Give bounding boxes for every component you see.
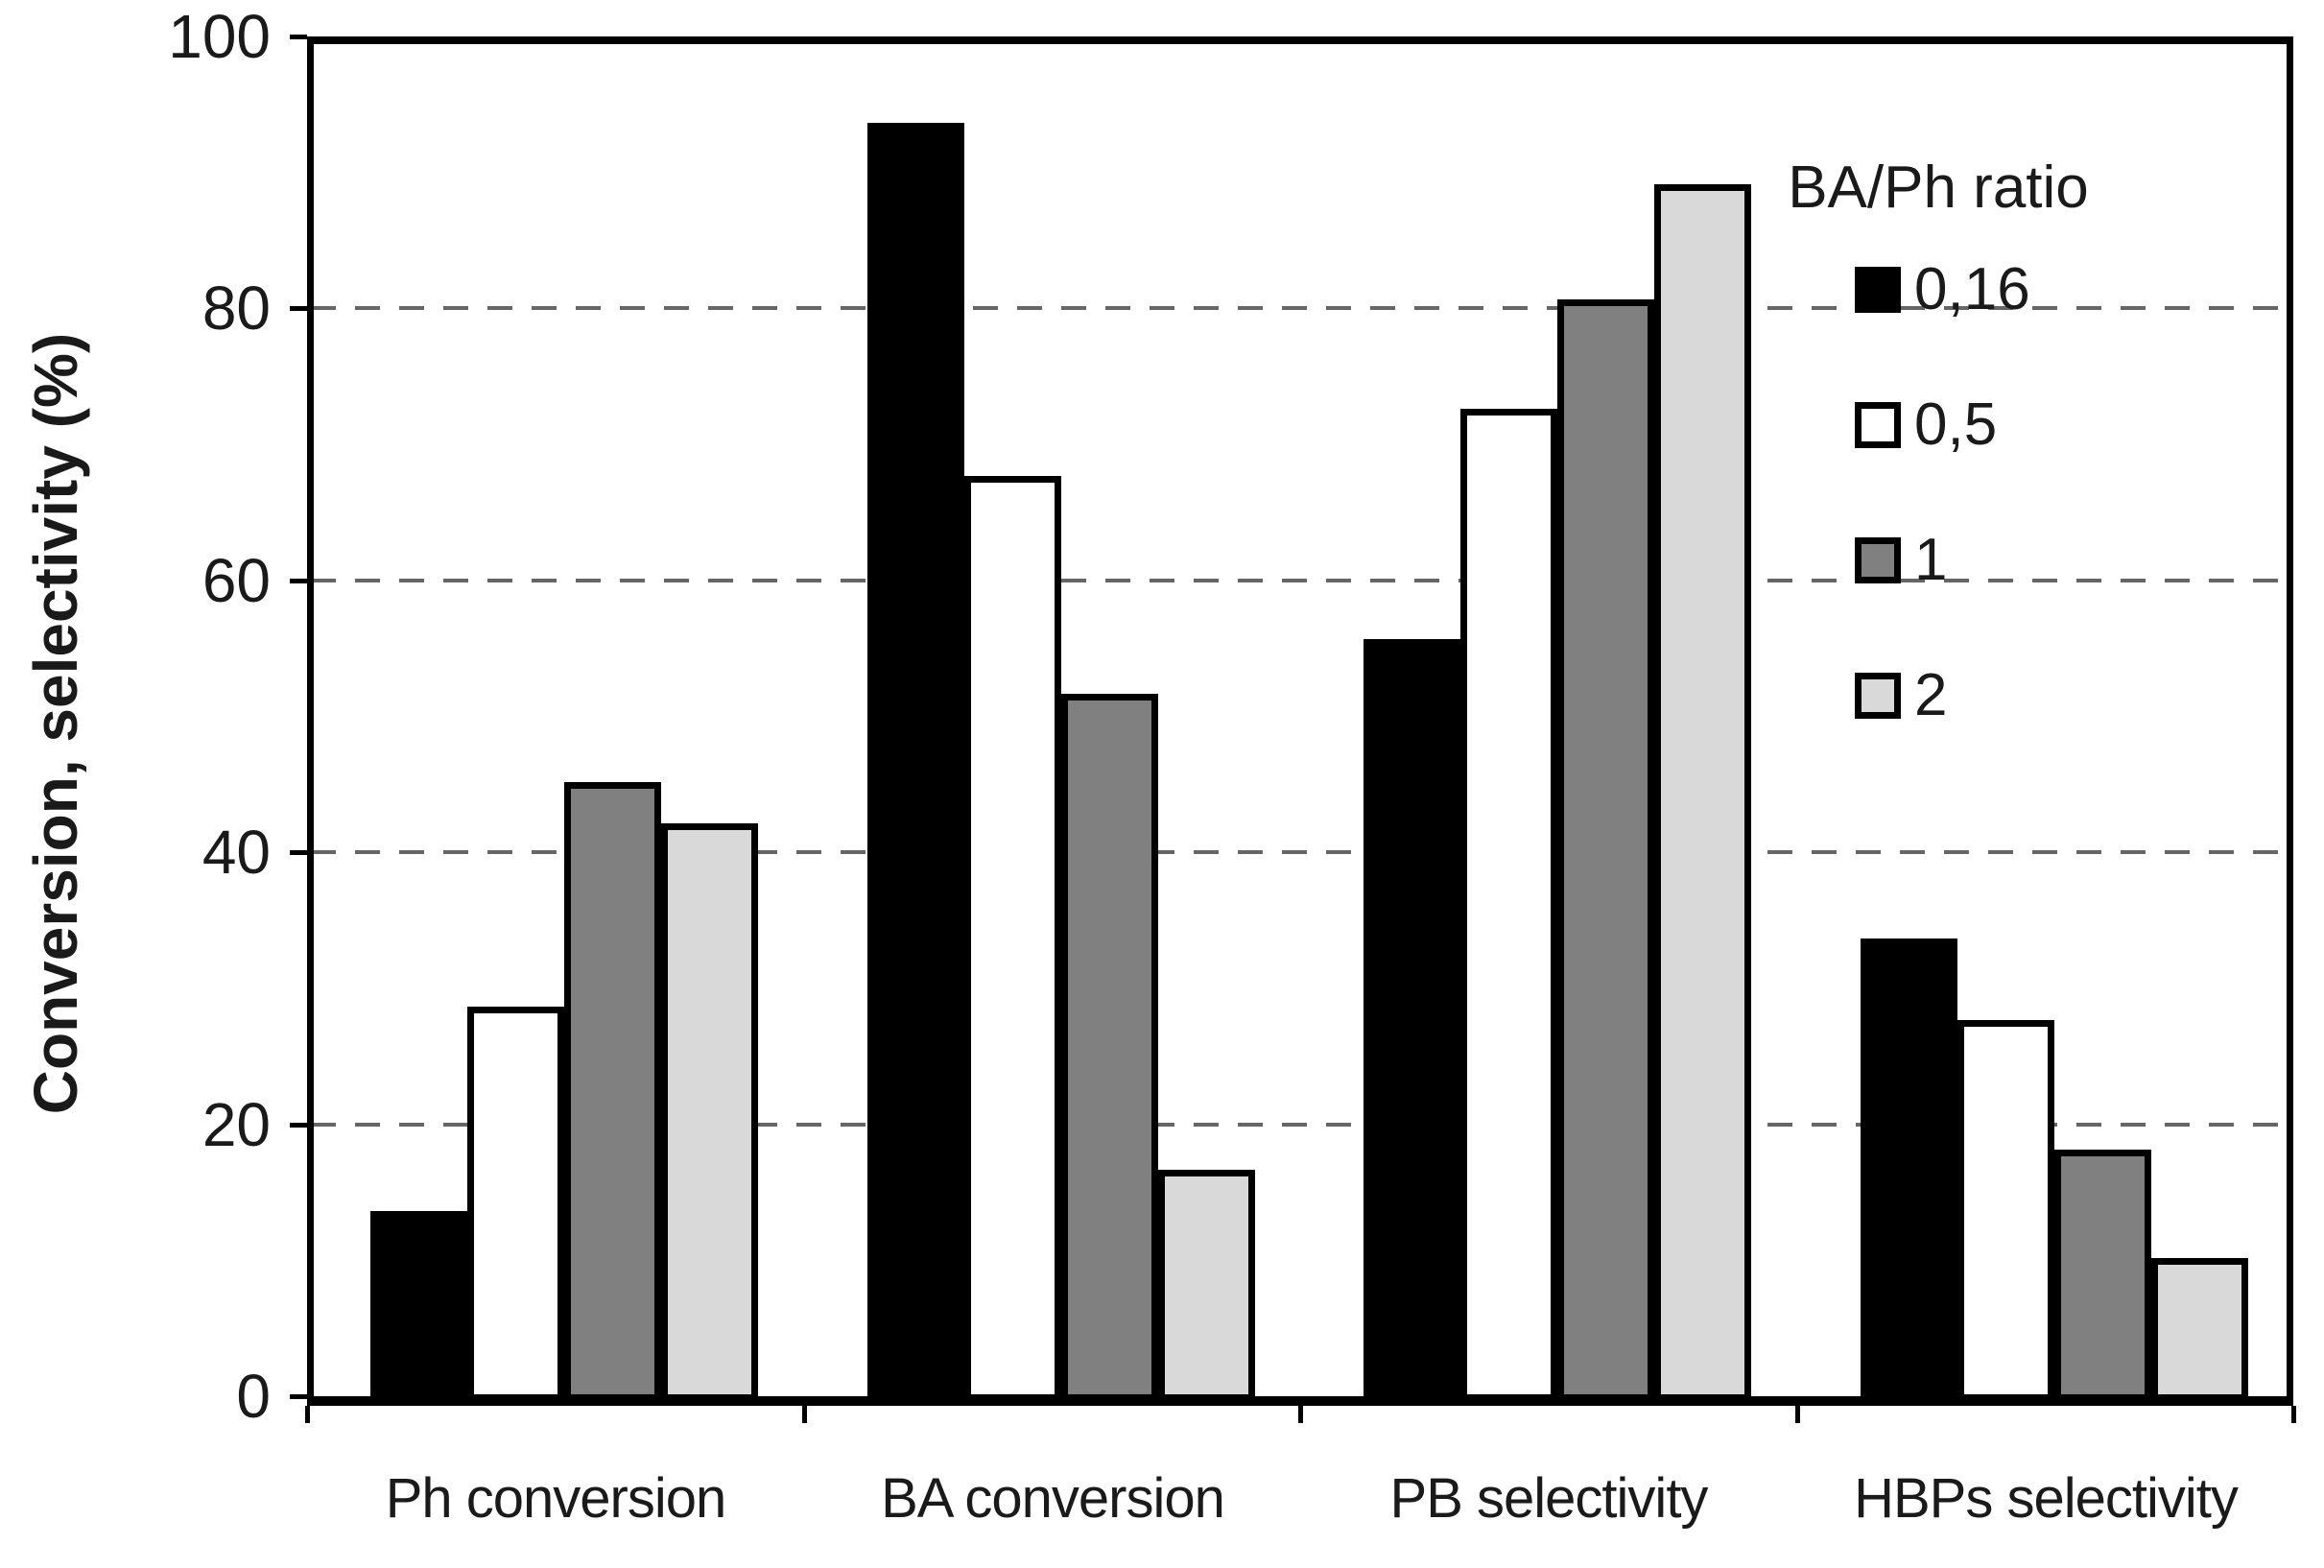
y-axis-title: Conversion, selectivity (%)	[21, 332, 90, 1115]
bar-0_5-2	[1460, 409, 1557, 1401]
y-axis-tick-mark	[290, 850, 307, 856]
legend-swatch-icon	[1855, 672, 1901, 719]
category-label-1: BA conversion	[881, 1467, 1225, 1530]
bar-2-2	[1654, 184, 1751, 1401]
y-tick-label-100: 100	[168, 2, 271, 71]
category-label-3: HBPs selectivity	[1854, 1467, 2239, 1530]
bar-2-1	[1158, 1170, 1255, 1401]
legend-label: 0,16	[1914, 256, 2030, 322]
y-axis-tick-mark	[290, 35, 307, 39]
legend: BA/Ph ratio 0,16 0,5 1 2	[1770, 154, 2183, 763]
bar-0_5-0	[467, 1007, 564, 1401]
y-tick-label-0: 0	[236, 1362, 271, 1431]
x-axis-tick-mark	[2291, 1406, 2296, 1423]
bar-1-1	[1061, 694, 1158, 1401]
gridline-80	[311, 306, 2289, 311]
bar-1-2	[1557, 299, 1654, 1401]
bar-0_5-1	[964, 476, 1061, 1401]
bar-1-0	[564, 782, 661, 1401]
legend-swatch-icon	[1855, 266, 1901, 313]
x-axis-line	[307, 1396, 2293, 1406]
bar-2-0	[661, 823, 758, 1401]
bar-0_16-0	[370, 1211, 467, 1401]
y-axis-tick-mark	[290, 578, 307, 583]
legend-label: 1	[1914, 527, 1948, 593]
gridline-20	[311, 1122, 2289, 1127]
y-tick-label-20: 20	[202, 1090, 271, 1159]
y-tick-label-80: 80	[202, 273, 271, 343]
bar-2-3	[2151, 1258, 2248, 1401]
bar-0_5-3	[1957, 1020, 2054, 1401]
bar-0_16-1	[867, 123, 964, 1401]
x-axis-tick-mark	[1298, 1406, 1303, 1423]
bar-1-3	[2054, 1150, 2151, 1401]
legend-item-2: 1	[1770, 492, 2183, 628]
y-axis-tick-mark	[290, 306, 307, 312]
bar-0_16-2	[1364, 639, 1460, 1401]
legend-items: 0,16 0,5 1 2	[1770, 222, 2183, 763]
legend-swatch-icon	[1855, 536, 1901, 583]
legend-title: BA/Ph ratio	[1788, 154, 2089, 221]
y-tick-label-40: 40	[202, 818, 271, 887]
x-axis-tick-mark	[1795, 1406, 1800, 1423]
y-tick-label-60: 60	[202, 546, 271, 615]
y-axis-tick-mark	[290, 1394, 307, 1399]
legend-item-1: 0,5	[1770, 357, 2183, 492]
legend-item-0: 0,16	[1770, 222, 2183, 357]
category-label-2: PB selectivity	[1389, 1467, 1709, 1530]
plot-border-top	[307, 36, 2293, 44]
y-axis-line	[307, 36, 314, 1406]
legend-swatch-icon	[1855, 401, 1901, 448]
bar-0_16-3	[1861, 938, 1957, 1401]
gridline-40	[311, 850, 2289, 855]
category-label-0: Ph conversion	[385, 1467, 727, 1530]
legend-label: 2	[1914, 662, 1948, 728]
gridline-60	[311, 578, 2289, 582]
legend-label: 0,5	[1914, 392, 1998, 458]
plot-border-right	[2287, 36, 2293, 1406]
x-axis-tick-mark	[305, 1406, 310, 1423]
plot-area	[290, 35, 2296, 1423]
x-axis-tick-mark	[802, 1406, 807, 1423]
legend-item-3: 2	[1770, 628, 2183, 763]
y-axis-tick-mark	[290, 1122, 307, 1128]
